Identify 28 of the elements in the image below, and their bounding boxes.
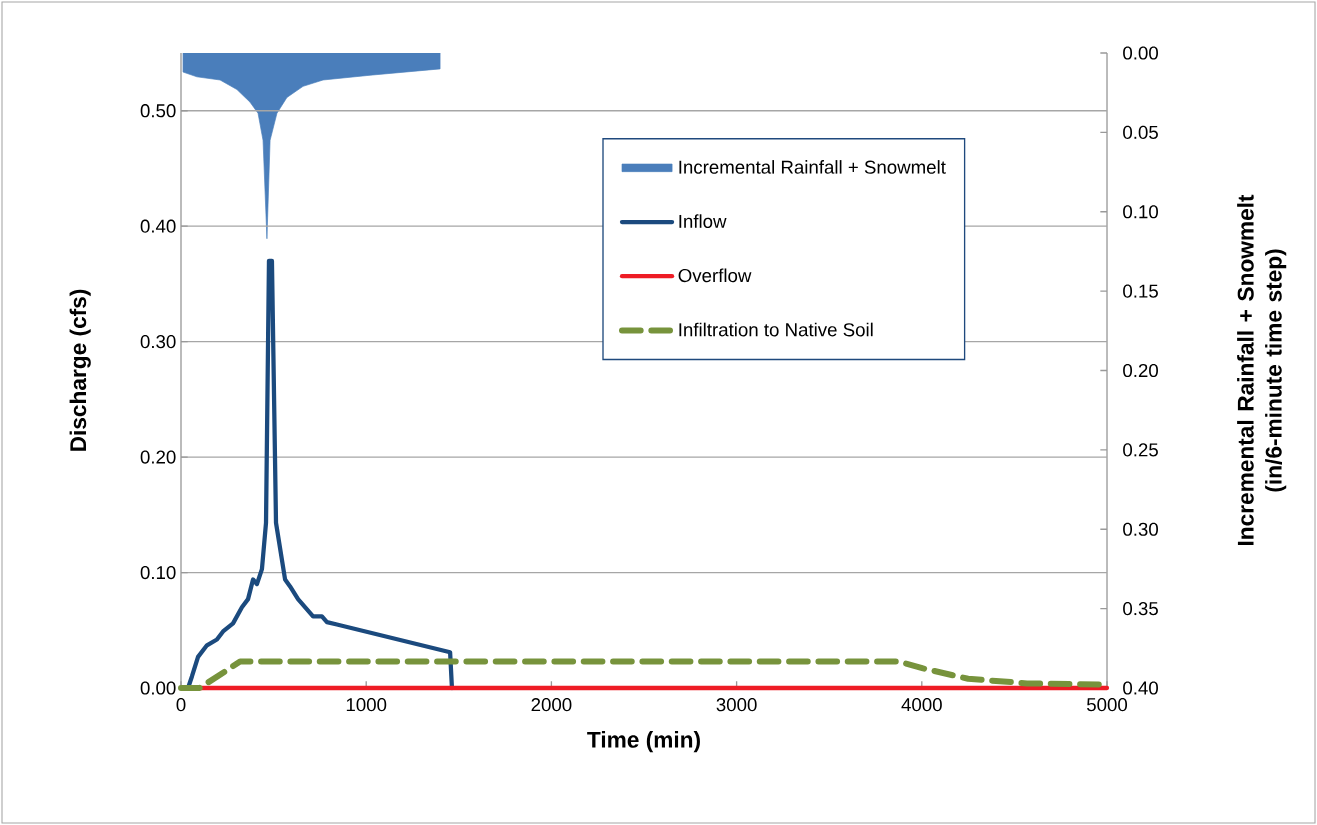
y2-tick-label: 0.00 (1123, 46, 1158, 60)
y2-tick-label: 0.30 (1123, 522, 1158, 536)
x-tick-label: 1000 (346, 698, 387, 712)
y2-tick-label: 0.25 (1123, 443, 1158, 457)
legend-label: Infiltration to Native Soil (679, 322, 873, 337)
legend-label: Overflow (678, 268, 752, 283)
x-tick-label: 0 (176, 698, 186, 712)
y-tick-label: 0.00 (140, 681, 176, 695)
x-tick-label: 3000 (716, 698, 757, 712)
y2-tick-label: 0.40 (1123, 681, 1158, 695)
x-tick-label: 4000 (901, 698, 942, 712)
x-axis-title: Time (min) (587, 731, 700, 753)
y-tick-label: 0.30 (140, 335, 176, 349)
y-axis-title: Discharge (cfs) (69, 289, 91, 451)
legend-label: Inflow (679, 214, 727, 228)
y2-tick-label: 0.05 (1123, 125, 1158, 139)
y-tick-label: 0.50 (140, 104, 176, 118)
x-tick-label: 5000 (1086, 698, 1128, 712)
y-tick-label: 0.20 (140, 450, 176, 464)
y2-axis-title: Incremental Rainfall + Snowmelt (in/6-minute time step) (1237, 194, 1287, 546)
y-tick-label: 0.40 (140, 219, 176, 233)
y2-tick-label: 0.35 (1123, 602, 1158, 616)
y2-tick-label: 0.20 (1123, 363, 1158, 378)
x-tick-label: 2000 (531, 698, 572, 712)
y2-tick-label: 0.10 (1123, 205, 1158, 219)
y2-tick-label: 0.15 (1123, 284, 1158, 298)
legend-label: Incremental Rainfall + Snowmelt (679, 160, 946, 174)
y-tick-label: 0.10 (140, 565, 176, 580)
